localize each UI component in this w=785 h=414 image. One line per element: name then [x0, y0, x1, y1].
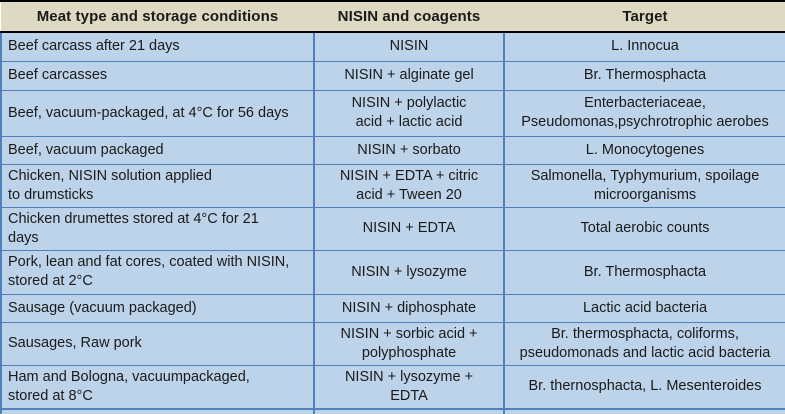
cell-target [503, 407, 785, 414]
header-row: Meat type and storage conditions NISIN a… [1, 2, 785, 33]
table-header: Meat type and storage conditions NISIN a… [1, 2, 785, 33]
cell-meat-type: Chicken, NISIN solution applied to drums… [0, 163, 315, 208]
column-header-coagents: NISIN and coagents [314, 2, 504, 33]
cell-target: Lactic acid bacteria [503, 293, 785, 323]
cell-meat-type: Beef carcasses [0, 60, 315, 91]
cell-meat-type: Chicken drumettes stored at 4°C for 21 d… [0, 206, 315, 251]
cell-meat-type: Sausages, Raw pork [0, 321, 315, 366]
cell-coagents: NISIN + sorbato [313, 135, 505, 165]
cell-target: Br. thermosphacta, coliforms, pseudomona… [503, 321, 785, 366]
table-row: Pork, lean and fat cores, coated with NI… [0, 249, 785, 295]
cell-meat-type: Ham and Bologna, vacuumpackaged, stored … [0, 364, 315, 409]
table-row: Chicken drumettes stored at 4°C for 21 d… [0, 206, 785, 251]
column-header-meat-type: Meat type and storage conditions [1, 2, 314, 33]
cell-coagents [313, 407, 505, 414]
cell-meat-type: Beef carcass after 21 days [0, 31, 315, 62]
cell-meat-type: Beef, vacuum packaged [0, 135, 315, 165]
cell-target: Enterbacteriaceae, Pseudomonas,psychrotr… [503, 89, 785, 137]
table-row: Beef carcass after 21 days NISIN L. Inno… [0, 31, 785, 62]
cell-coagents: NISIN + alginate gel [313, 60, 505, 91]
cell-target: L. Innocua [503, 31, 785, 62]
cell-target: L. Monocytogenes [503, 135, 785, 165]
cell-coagents: NISIN + EDTA + citric acid + Tween 20 [313, 163, 505, 208]
cropped-row [0, 407, 785, 414]
column-header-target: Target [504, 2, 785, 33]
cell-coagents: NISIN + lysozyme + EDTA [313, 364, 505, 409]
cell-coagents: NISIN + EDTA [313, 206, 505, 251]
table-row: Ham and Bologna, vacuumpackaged, stored … [0, 364, 785, 409]
cell-coagents: NISIN + sorbic acid + polyphosphate [313, 321, 505, 366]
cell-target: Salmonella, Typhymurium, spoilage microo… [503, 163, 785, 208]
cell-coagents: NISIN + diphosphate [313, 293, 505, 323]
table-body: Beef carcass after 21 days NISIN L. Inno… [0, 31, 785, 414]
table-row: Chicken, NISIN solution applied to drums… [0, 163, 785, 208]
cell-meat-type [0, 407, 315, 414]
cell-target: Br. Thermosphacta [503, 249, 785, 295]
table-row: Beef carcasses NISIN + alginate gel Br. … [0, 60, 785, 91]
cell-meat-type: Sausage (vacuum packaged) [0, 293, 315, 323]
cell-coagents: NISIN + polylactic acid + lactic acid [313, 89, 505, 137]
cell-target: Br. thernosphacta, L. Mesenteroides [503, 364, 785, 409]
cell-target: Br. Thermosphacta [503, 60, 785, 91]
cell-coagents: NISIN + lysozyme [313, 249, 505, 295]
cell-meat-type: Pork, lean and fat cores, coated with NI… [0, 249, 315, 295]
table-row: Beef, vacuum-packaged, at 4°C for 56 day… [0, 89, 785, 137]
table-row: Beef, vacuum packaged NISIN + sorbato L.… [0, 135, 785, 165]
table-row: Sausages, Raw pork NISIN + sorbic acid +… [0, 321, 785, 366]
table-row: Sausage (vacuum packaged) NISIN + diphos… [0, 293, 785, 323]
cell-meat-type: Beef, vacuum-packaged, at 4°C for 56 day… [0, 89, 315, 137]
cell-target: Total aerobic counts [503, 206, 785, 251]
cell-coagents: NISIN [313, 31, 505, 62]
